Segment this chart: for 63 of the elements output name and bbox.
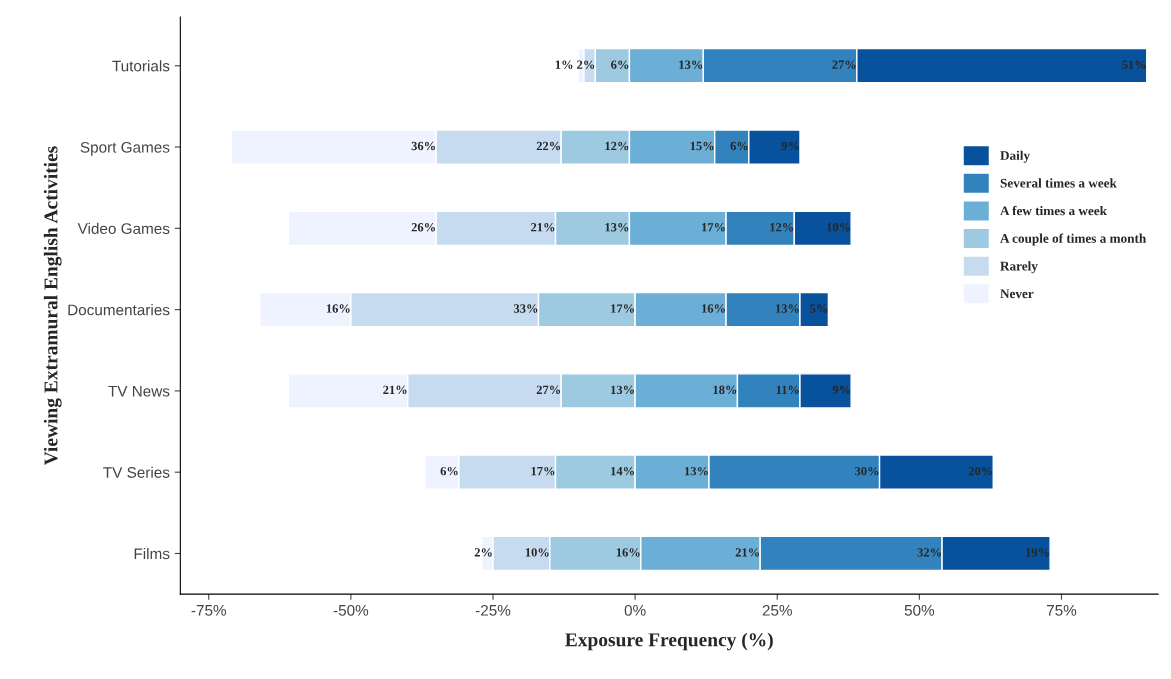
data-label: 27% xyxy=(832,60,856,69)
y-tick-label: Sport Games xyxy=(80,141,170,156)
legend-label: Several times a week xyxy=(1000,178,1117,188)
data-label: 51% xyxy=(1122,60,1146,69)
y-tick-label: TV News xyxy=(108,385,170,397)
data-label: 17% xyxy=(611,304,634,313)
x-tick-label: -75% xyxy=(191,605,227,616)
data-label: 13% xyxy=(775,304,799,313)
data-label: 17% xyxy=(531,466,555,476)
x-tick-label: 25% xyxy=(762,604,792,616)
x-tick-label: 75% xyxy=(1046,605,1077,616)
y-tick-label: Video Games xyxy=(77,222,170,235)
data-label: 21% xyxy=(735,548,760,557)
data-label: 36% xyxy=(411,141,435,151)
y-axis-title: Viewing Extramural English Activities xyxy=(43,146,62,466)
data-label: 30% xyxy=(855,466,879,476)
data-label: 9% xyxy=(781,141,799,151)
data-label: 11% xyxy=(776,385,799,395)
legend-label: Daily xyxy=(1000,150,1030,163)
data-label: 18% xyxy=(713,385,737,395)
data-label: 15% xyxy=(690,141,714,151)
data-label: 26% xyxy=(411,223,435,232)
y-tick-label: Tutorials xyxy=(112,60,170,72)
data-label: 14% xyxy=(611,466,634,476)
data-label: 6% xyxy=(440,466,458,476)
data-label: 12% xyxy=(605,141,629,151)
data-label: 10% xyxy=(525,548,549,557)
data-label: 12% xyxy=(770,223,794,232)
x-axis-title: Exposure Frequency (%) xyxy=(565,632,773,651)
x-tick-label: -50% xyxy=(333,604,369,616)
data-label: 9% xyxy=(832,385,850,395)
data-label: 16% xyxy=(326,304,350,313)
data-label: 16% xyxy=(616,548,640,557)
data-label: 2% xyxy=(474,548,492,557)
data-label: 6% xyxy=(611,60,629,69)
data-label: 20% xyxy=(968,466,993,476)
data-label: 13% xyxy=(685,466,708,476)
y-tick-label: TV Series xyxy=(103,466,170,478)
data-label: 16% xyxy=(702,304,725,313)
data-label: 13% xyxy=(605,223,629,232)
data-label: 32% xyxy=(917,548,941,557)
data-label: 13% xyxy=(679,60,703,69)
data-label: 21% xyxy=(531,223,555,232)
legend-label: A few times a week xyxy=(1000,205,1107,216)
y-tick-label: Documentaries xyxy=(68,304,170,316)
data-label: 2% xyxy=(577,60,595,69)
data-label: 1% xyxy=(555,60,573,69)
data-label: 22% xyxy=(536,141,561,151)
legend-label: Never xyxy=(1000,289,1034,299)
data-label: 21% xyxy=(383,385,407,395)
data-label: 13% xyxy=(611,385,634,395)
data-label: 19% xyxy=(1026,548,1049,557)
x-tick-label: 50% xyxy=(904,604,935,616)
x-tick-label: 0% xyxy=(624,604,646,616)
x-tick-label: -25% xyxy=(475,604,511,616)
y-tick-label: Films xyxy=(134,547,170,560)
legend-label: Rarely xyxy=(1000,261,1038,274)
data-label: 33% xyxy=(513,304,538,313)
data-label: 6% xyxy=(730,141,748,151)
data-label: 10% xyxy=(827,223,850,232)
data-label: 27% xyxy=(536,385,561,395)
data-label: 17% xyxy=(702,223,725,232)
legend-label: A couple of times a month xyxy=(1000,233,1147,246)
